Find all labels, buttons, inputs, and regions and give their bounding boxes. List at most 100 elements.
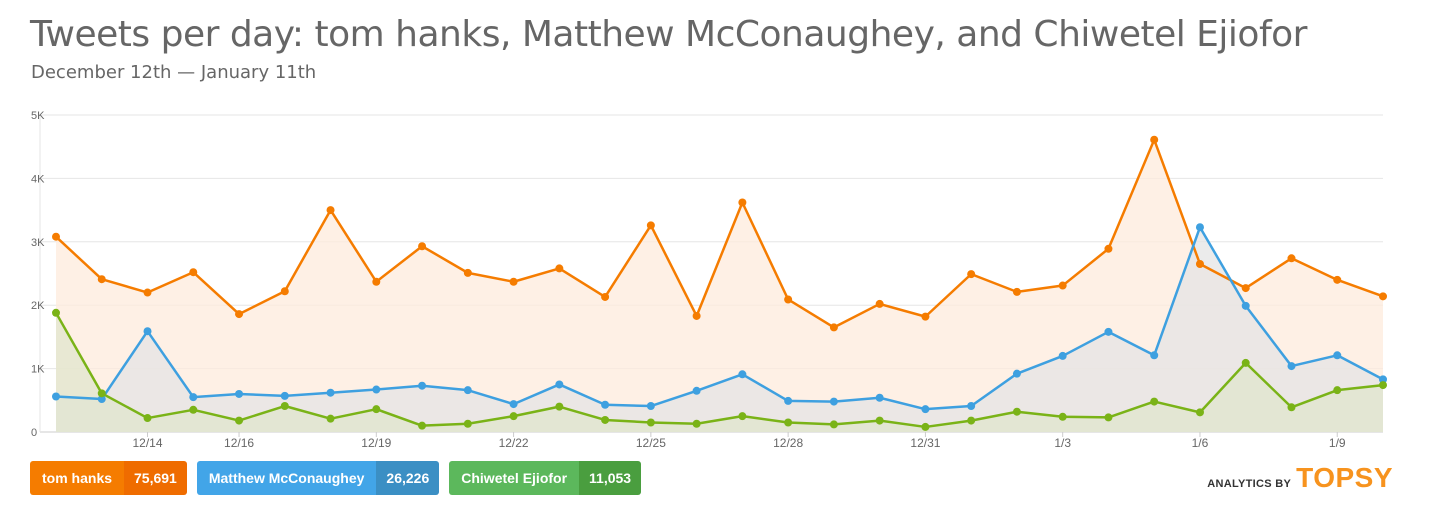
axis-labels: 0 1K 2K 3K 4K 5K 12/14 12/16 12/19 12/22 12/25 12/2… bbox=[31, 110, 1346, 450]
data-point bbox=[1104, 244, 1113, 253]
series-line-1 bbox=[55, 225, 1384, 411]
series-line-2 bbox=[54, 312, 1384, 429]
data-point bbox=[1195, 223, 1204, 232]
data-point bbox=[1241, 284, 1250, 293]
data-point bbox=[875, 299, 884, 308]
data-point bbox=[52, 392, 60, 401]
y-tick-label: 2K bbox=[31, 300, 45, 312]
data-point bbox=[326, 414, 335, 423]
data-point bbox=[189, 405, 198, 414]
series-line-0 bbox=[55, 138, 1384, 329]
x-tick-label: 12/28 bbox=[773, 436, 803, 450]
data-point bbox=[1058, 412, 1067, 421]
data-point bbox=[829, 323, 838, 332]
data-point bbox=[235, 310, 244, 319]
y-tick-label: 1K bbox=[31, 364, 45, 376]
data-point bbox=[1150, 351, 1159, 360]
data-point bbox=[372, 405, 381, 414]
legend-item-matthew-mcconaughey[interactable]: Matthew McConaughey 26,226 bbox=[196, 461, 440, 495]
data-point bbox=[97, 389, 106, 398]
series-area-1 bbox=[56, 227, 1383, 432]
data-point bbox=[418, 242, 427, 251]
data-point bbox=[738, 370, 747, 379]
data-point bbox=[509, 400, 518, 409]
data-point bbox=[1379, 292, 1387, 301]
data-point bbox=[692, 419, 701, 428]
data-point bbox=[52, 308, 60, 317]
data-point bbox=[1241, 358, 1250, 367]
data-point bbox=[1379, 381, 1387, 390]
data-point bbox=[1287, 362, 1296, 371]
data-point bbox=[1104, 327, 1113, 336]
legend-count: 26,226 bbox=[376, 461, 440, 495]
data-point bbox=[784, 418, 793, 427]
series-area-0 bbox=[56, 139, 1383, 432]
data-point bbox=[646, 418, 655, 427]
data-point bbox=[1104, 413, 1113, 422]
data-point bbox=[235, 389, 244, 398]
legend-item-tom-hanks[interactable]: tom hanks 75,691 bbox=[30, 461, 187, 495]
chart-subtitle: December 12th — January 11th bbox=[31, 62, 317, 83]
x-tick-label: 12/22 bbox=[499, 436, 529, 450]
data-point bbox=[1012, 407, 1021, 416]
data-point bbox=[829, 397, 838, 406]
data-point bbox=[280, 287, 289, 296]
data-point bbox=[921, 422, 930, 431]
data-point bbox=[418, 381, 427, 390]
legend-count: 75,691 bbox=[124, 461, 187, 495]
data-point bbox=[1379, 375, 1387, 384]
series-areas bbox=[56, 139, 1383, 432]
data-point bbox=[601, 415, 610, 424]
data-point bbox=[555, 402, 564, 411]
x-tick-label: 1/9 bbox=[1329, 436, 1346, 450]
legend-label: Chiwetel Ejiofor bbox=[449, 461, 580, 495]
data-point bbox=[463, 419, 472, 428]
y-tick-label: 3K bbox=[31, 237, 45, 249]
x-tick-label: 1/6 bbox=[1192, 436, 1209, 450]
data-point bbox=[326, 388, 335, 397]
y-tick-label: 4K bbox=[31, 173, 45, 185]
data-point bbox=[555, 264, 564, 273]
y-tick-label: 0 bbox=[31, 427, 37, 439]
data-point bbox=[784, 396, 793, 405]
data-point bbox=[372, 277, 381, 286]
data-point bbox=[692, 311, 701, 320]
data-point bbox=[555, 380, 564, 389]
data-point bbox=[1012, 369, 1021, 378]
data-point bbox=[143, 414, 152, 423]
data-point bbox=[463, 268, 472, 277]
series-lines bbox=[54, 138, 1384, 429]
legend-label: Matthew McConaughey bbox=[196, 461, 377, 495]
chart-plot: 0 1K 2K 3K 4K 5K 12/14 12/16 12/19 12/22 12/25 12/2… bbox=[31, 110, 1387, 450]
data-point bbox=[1241, 301, 1250, 310]
x-tick-label: 1/3 bbox=[1054, 436, 1071, 450]
data-point bbox=[280, 391, 289, 400]
data-point bbox=[692, 386, 701, 395]
data-point bbox=[189, 268, 198, 277]
topsy-logo: TOPSY bbox=[1296, 462, 1393, 493]
series-area-2 bbox=[56, 312, 1383, 432]
data-point bbox=[1333, 351, 1342, 360]
data-point bbox=[1333, 275, 1342, 284]
data-point bbox=[1058, 281, 1067, 290]
data-point bbox=[143, 327, 152, 336]
data-point bbox=[418, 421, 427, 430]
x-tick-label: 12/16 bbox=[224, 436, 254, 450]
legend-item-chiwetel-ejiofor[interactable]: Chiwetel Ejiofor 11,053 bbox=[449, 461, 642, 495]
data-point bbox=[189, 393, 198, 402]
x-tick-label: 12/31 bbox=[910, 436, 940, 450]
data-point bbox=[601, 292, 610, 301]
data-point bbox=[738, 198, 747, 207]
data-point bbox=[1287, 254, 1296, 263]
data-point bbox=[463, 386, 472, 395]
data-point bbox=[646, 221, 655, 230]
data-point bbox=[1333, 386, 1342, 395]
data-point bbox=[921, 312, 930, 321]
legend-count: 11,053 bbox=[579, 461, 642, 495]
x-tick-label: 12/19 bbox=[361, 436, 391, 450]
legend-label: tom hanks bbox=[30, 461, 125, 495]
data-point bbox=[97, 275, 106, 284]
data-point bbox=[601, 400, 610, 409]
data-point bbox=[235, 416, 244, 425]
data-point bbox=[52, 232, 60, 241]
